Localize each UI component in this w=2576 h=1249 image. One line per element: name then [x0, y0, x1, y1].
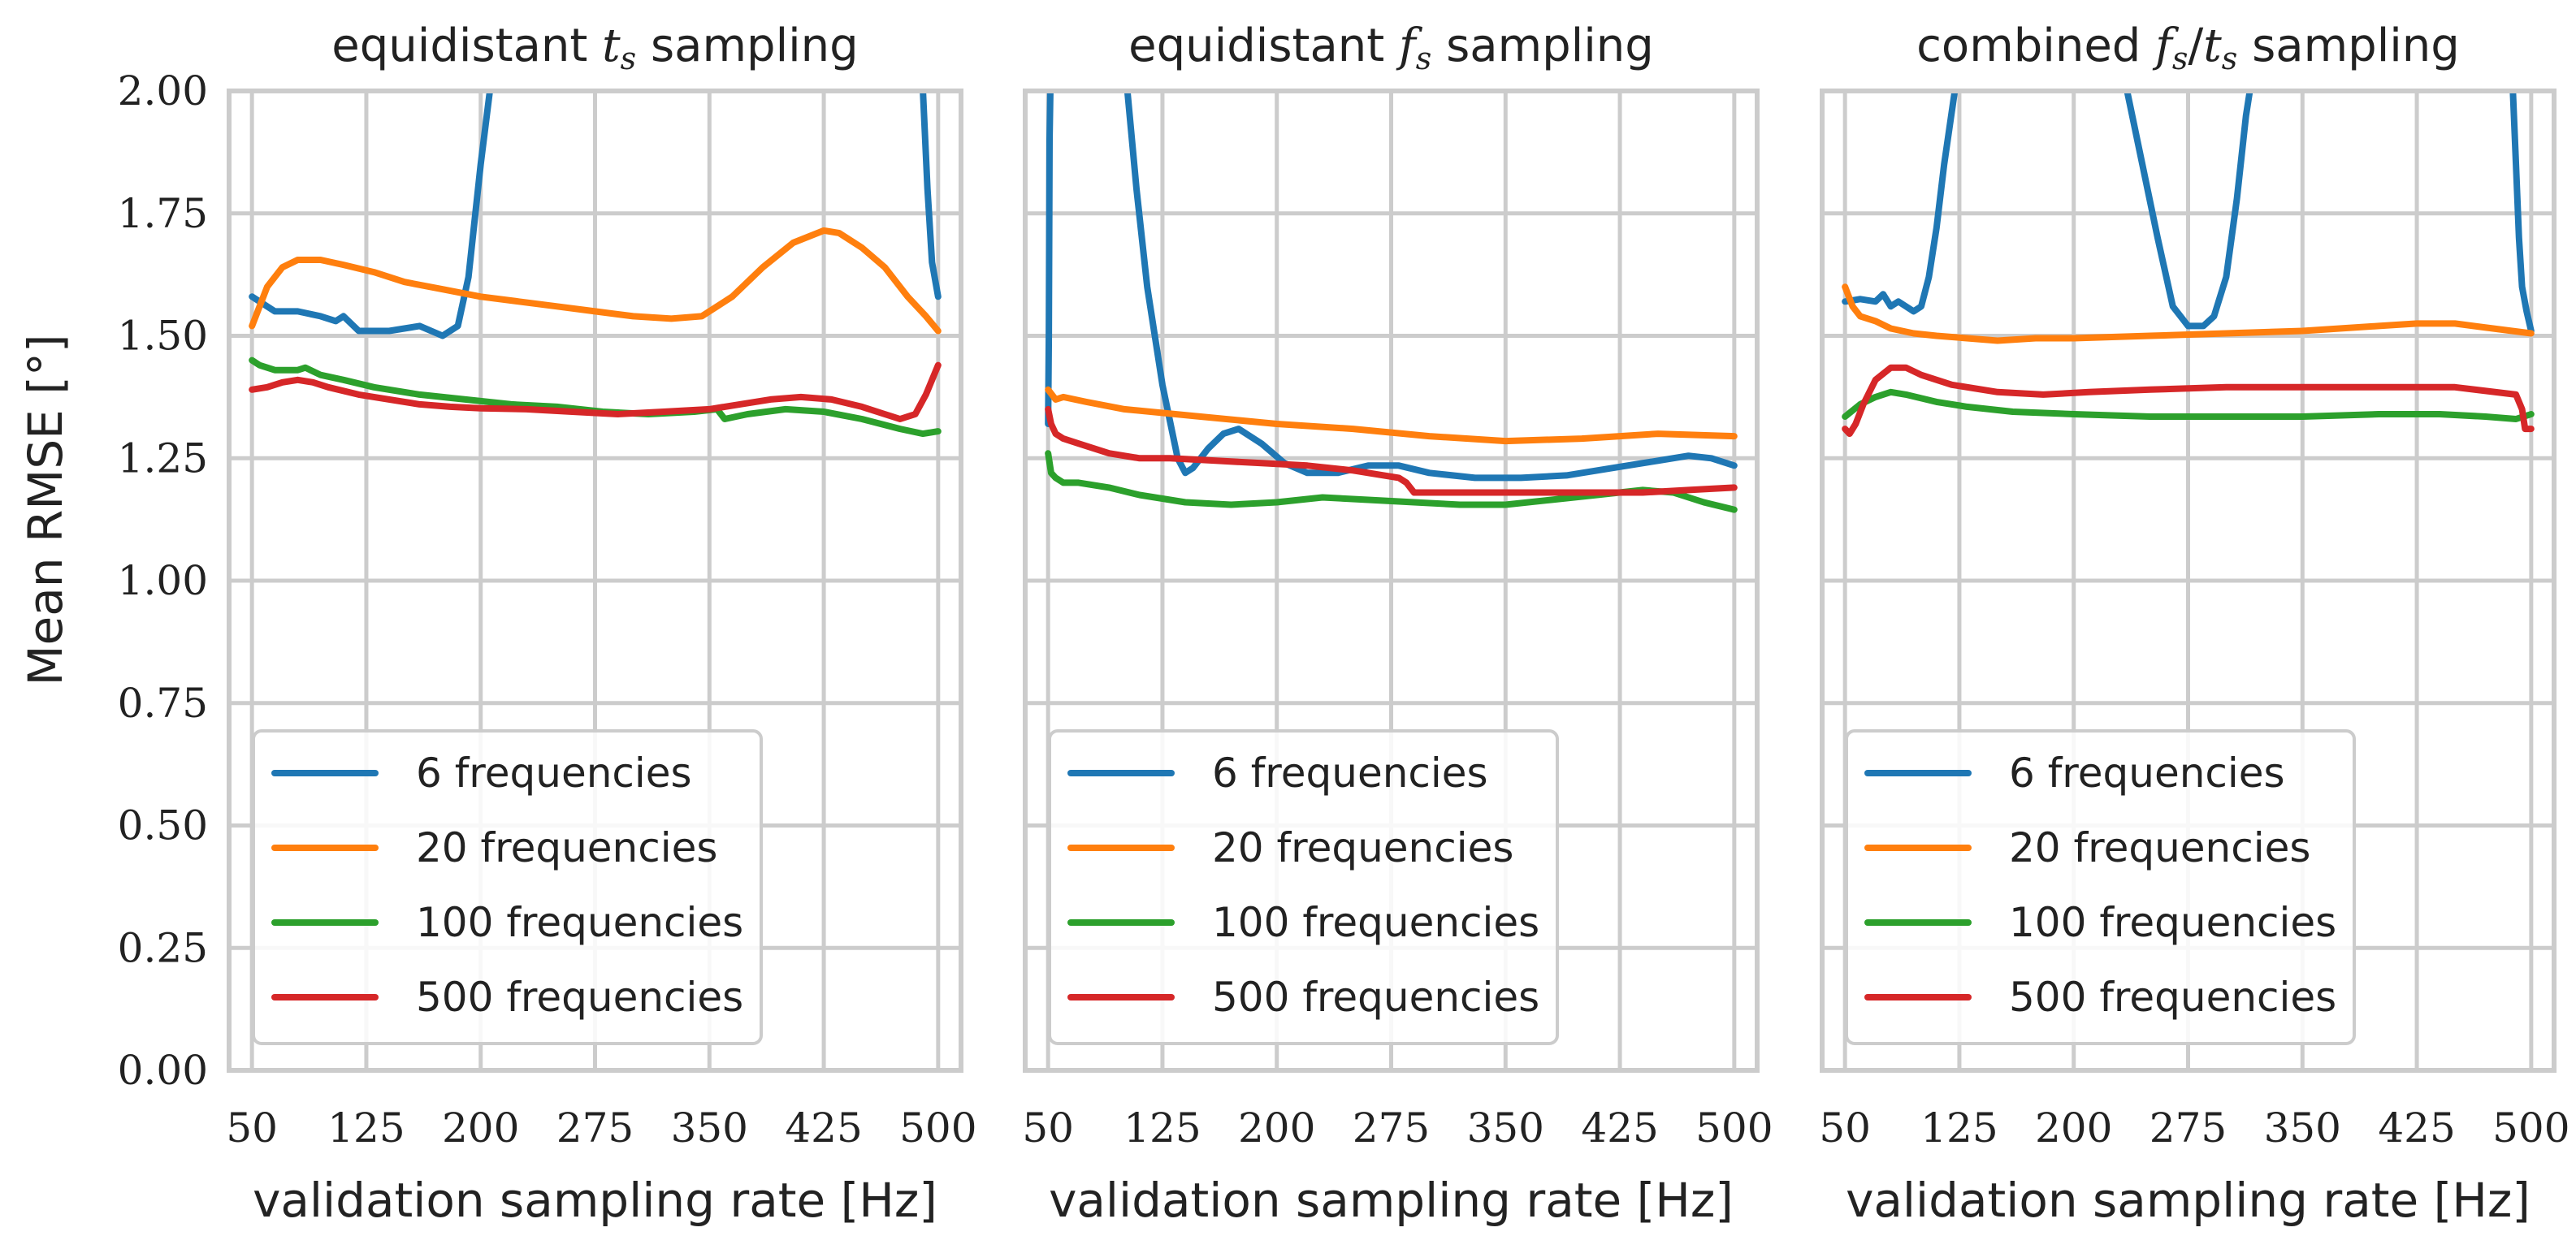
legend-label: 6 frequencies [1212, 750, 1488, 797]
series-line-6-frequencies [1045, 91, 1738, 482]
x-tick-label: 50 [1022, 1104, 1074, 1152]
series-line-500-frequencies [1842, 364, 2535, 438]
chart-panel-2: 50 125 200 275 350 425 500 validation sampling … [1022, 19, 1773, 1228]
x-tick-label: 125 [1123, 1104, 1201, 1152]
x-axis-label: validation sampling rate [Hz] [253, 1173, 937, 1228]
chart-panel-1: 50 125 200 275 350 425 500 0.00 0.25 0.50 0.75 1.00… [118, 19, 977, 1228]
x-tick-label: 425 [2378, 1104, 2455, 1152]
title-subscript: s [2172, 41, 2189, 76]
series-group [1842, 91, 2535, 438]
x-tick-label: 200 [442, 1104, 519, 1152]
y-tick-label: 0.25 [118, 924, 208, 971]
legend-label: 20 frequencies [1212, 824, 1513, 871]
title-subscript: s [621, 41, 637, 76]
x-tick-label: 275 [2150, 1104, 2227, 1152]
x-tick-label: 425 [1581, 1104, 1658, 1152]
x-tick-label: 275 [1353, 1104, 1430, 1152]
panel-title: equidistant fs sampling [1128, 19, 1654, 76]
legend-label: 500 frequencies [2009, 974, 2336, 1021]
x-tick-label: 500 [899, 1104, 976, 1152]
x-tick-label: 350 [2264, 1104, 2341, 1152]
legend-label: 500 frequencies [1212, 974, 1539, 1021]
y-tick-label: 1.00 [118, 557, 208, 604]
title-subscript: s [1416, 41, 1432, 76]
title-text: combined [1916, 19, 2155, 72]
title-symbol: t [602, 19, 621, 72]
series-group [249, 91, 942, 438]
series-line-6-frequencies [249, 91, 942, 339]
y-axis-label: Mean RMSE [°] [18, 335, 73, 686]
y-tick-label: 1.25 [118, 434, 208, 482]
plot-frame [1023, 89, 1760, 1073]
series-line-100-frequencies [1842, 388, 2535, 422]
title-text: equidistant [1128, 19, 1399, 72]
series-line-20-frequencies [249, 227, 942, 335]
panel-title: equidistant ts sampling [331, 19, 858, 76]
x-tick-label: 50 [1819, 1104, 1871, 1152]
legend: 6 frequencies 20 frequencies 100 frequenci… [1845, 729, 2356, 1045]
title-subscript: s [2222, 41, 2238, 76]
title-text: equidistant [331, 19, 602, 72]
x-tick-label: 200 [1238, 1104, 1315, 1152]
legend-label: 500 frequencies [416, 974, 743, 1021]
legend-box [1845, 729, 2356, 1045]
x-tick-label: 125 [1920, 1104, 1998, 1152]
x-tick-label: 350 [1467, 1104, 1544, 1152]
series-line-20-frequencies [1045, 386, 1738, 445]
x-axis-label: validation sampling rate [Hz] [1049, 1173, 1734, 1228]
x-tick-label: 500 [1695, 1104, 1773, 1152]
legend-box [1048, 729, 1559, 1045]
y-tick-label: 0.00 [118, 1047, 208, 1094]
legend-label: 20 frequencies [416, 824, 717, 871]
y-tick-label: 1.75 [118, 190, 208, 237]
series-line-20-frequencies [1842, 283, 2535, 344]
title-symbol: t [2203, 19, 2222, 72]
legend: 6 frequencies 20 frequencies 100 frequenci… [1048, 729, 1559, 1045]
legend-box [252, 729, 763, 1045]
y-tick-label: 0.50 [118, 802, 208, 849]
series-group [1045, 91, 1738, 513]
title-text: sampling [2237, 19, 2460, 72]
x-axis-label: validation sampling rate [Hz] [1846, 1173, 2531, 1228]
title-text: / [2188, 19, 2203, 72]
x-tick-label: 425 [785, 1104, 862, 1152]
series-line-500-frequencies [1045, 405, 1738, 496]
y-tick-label: 2.00 [118, 67, 208, 115]
legend-label: 100 frequencies [1212, 899, 1539, 946]
x-tick-label: 50 [226, 1104, 278, 1152]
series-line-500-frequencies [249, 361, 942, 422]
x-tick-label: 500 [2492, 1104, 2570, 1152]
legend-label: 20 frequencies [2009, 824, 2310, 871]
title-text: sampling [636, 19, 859, 72]
chart-panel-3: 50 125 200 275 350 425 500 validation sampling … [1819, 19, 2570, 1228]
legend-label: 100 frequencies [416, 899, 743, 946]
panel-title: combined fs/ts sampling [1916, 19, 2460, 76]
y-tick-label: 0.75 [118, 680, 208, 727]
legend: 6 frequencies 20 frequencies 100 frequenci… [252, 729, 763, 1045]
x-tick-label: 350 [671, 1104, 748, 1152]
y-tick-label: 1.50 [118, 313, 208, 360]
title-text: sampling [1431, 19, 1654, 72]
grid [229, 89, 961, 1073]
series-line-6-frequencies [1842, 91, 2535, 335]
x-tick-label: 275 [556, 1104, 634, 1152]
x-tick-label: 200 [2035, 1104, 2112, 1152]
x-tick-label: 125 [327, 1104, 405, 1152]
legend-label: 6 frequencies [2009, 750, 2285, 797]
legend-label: 6 frequencies [416, 750, 692, 797]
legend-label: 100 frequencies [2009, 899, 2336, 946]
plot-frame [227, 89, 963, 1073]
plot-frame [1820, 89, 2557, 1073]
